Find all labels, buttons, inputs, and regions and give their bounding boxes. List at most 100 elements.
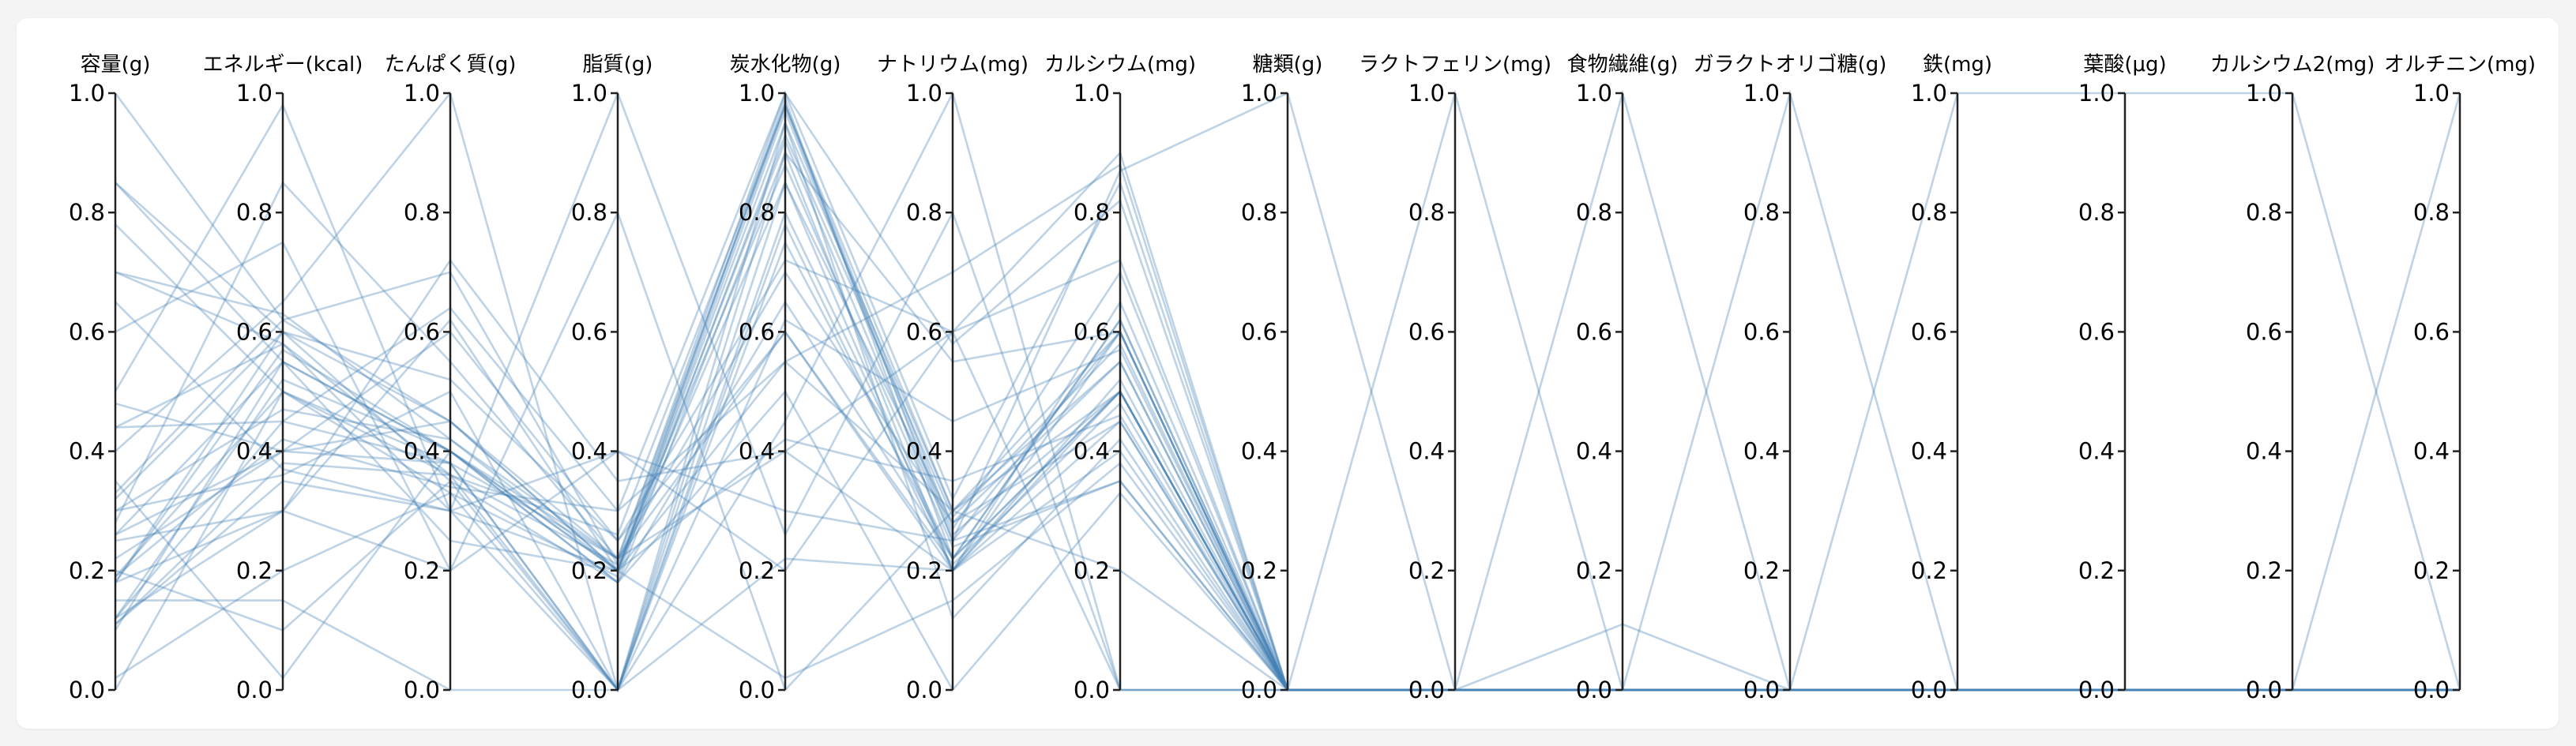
- tick-label: 0.4: [1074, 438, 1110, 465]
- axis-1[interactable]: エネルギー(kcal) 0.0 0.2 0.4 0.6 0.8 1.0: [203, 53, 363, 703]
- axis-title: ガラクトオリゴ糖(g): [1694, 53, 1887, 77]
- tick-label: 0.8: [2078, 199, 2115, 226]
- tick-label: 0.8: [739, 199, 775, 226]
- axis-5[interactable]: ナトリウム(mg) 0.0 0.2 0.4 0.6 0.8 1.0: [877, 53, 1029, 703]
- axis-11[interactable]: 鉄(mg) 0.0 0.2 0.4 0.6 0.8 1.0: [1911, 53, 1992, 703]
- axis-3[interactable]: 脂質(g) 0.0 0.2 0.4 0.6 0.8 1.0: [571, 53, 653, 703]
- tick-label: 0.8: [906, 199, 942, 226]
- tick-label: 0.6: [1408, 318, 1445, 345]
- axis-title: エネルギー(kcal): [203, 53, 363, 77]
- tick-label: 0.4: [1911, 438, 1947, 465]
- tick-label: 0.6: [1911, 318, 1947, 345]
- tick-label: 0.4: [1743, 438, 1780, 465]
- tick-label: 0.0: [906, 677, 942, 703]
- axis-title: オルチニン(mg): [2384, 53, 2536, 77]
- tick-label: 0.6: [69, 318, 105, 345]
- axis-title: たんぱく質(g): [385, 53, 517, 77]
- tick-label: 0.0: [739, 677, 775, 703]
- tick-label: 1.0: [739, 80, 775, 107]
- tick-label: 0.0: [1911, 677, 1947, 703]
- tick-label: 0.2: [571, 557, 607, 584]
- axis-0[interactable]: 容量(g) 0.0 0.2 0.4 0.6 0.8 1.0: [69, 53, 151, 703]
- axis-2[interactable]: たんぱく質(g) 0.0 0.2 0.4 0.6 0.8 1.0: [385, 53, 517, 703]
- tick-label: 0.6: [739, 318, 775, 345]
- tick-label: 0.8: [1241, 199, 1277, 226]
- tick-label: 0.4: [1576, 438, 1612, 465]
- tick-label: 0.6: [1241, 318, 1277, 345]
- tick-label: 0.4: [571, 438, 607, 465]
- tick-label: 0.0: [236, 677, 273, 703]
- tick-label: 0.4: [1241, 438, 1277, 465]
- tick-label: 0.6: [1576, 318, 1612, 345]
- tick-label: 1.0: [1911, 80, 1947, 107]
- axis-14[interactable]: オルチニン(mg) 0.0 0.2 0.4 0.6 0.8 1.0: [2384, 53, 2536, 703]
- tick-label: 1.0: [2078, 80, 2115, 107]
- tick-label: 0.2: [2413, 557, 2450, 584]
- tick-label: 0.8: [1743, 199, 1780, 226]
- axis-title: 脂質(g): [583, 53, 653, 77]
- tick-label: 1.0: [404, 80, 440, 107]
- tick-label: 0.6: [2413, 318, 2450, 345]
- tick-label: 0.8: [2413, 199, 2450, 226]
- tick-label: 0.2: [739, 557, 775, 584]
- axis-6[interactable]: カルシウム(mg) 0.0 0.2 0.4 0.6 0.8 1.0: [1044, 53, 1196, 703]
- axis-title: 炭水化物(g): [730, 53, 841, 77]
- axis-title: 葉酸(μg): [2083, 53, 2166, 77]
- tick-label: 0.0: [2413, 677, 2450, 703]
- axis-8[interactable]: ラクトフェリン(mg) 0.0 0.2 0.4 0.6 0.8 1.0: [1359, 53, 1551, 703]
- tick-label: 0.4: [2078, 438, 2115, 465]
- tick-label: 0.0: [1743, 677, 1780, 703]
- axis-title: 食物繊維(g): [1567, 53, 1679, 77]
- tick-label: 0.2: [1743, 557, 1780, 584]
- tick-label: 0.8: [1911, 199, 1947, 226]
- tick-label: 0.0: [1241, 677, 1277, 703]
- axis-12[interactable]: 葉酸(μg) 0.0 0.2 0.4 0.6 0.8 1.0: [2078, 53, 2167, 703]
- tick-label: 1.0: [1408, 80, 1445, 107]
- tick-label: 0.8: [236, 199, 273, 226]
- tick-label: 0.2: [906, 557, 942, 584]
- tick-label: 0.8: [404, 199, 440, 226]
- tick-label: 0.8: [1074, 199, 1110, 226]
- tick-label: 0.8: [69, 199, 105, 226]
- tick-label: 0.0: [571, 677, 607, 703]
- tick-label: 0.6: [1743, 318, 1780, 345]
- tick-label: 0.8: [1576, 199, 1612, 226]
- tick-label: 0.0: [2246, 677, 2282, 703]
- axis-title: 鉄(mg): [1923, 53, 1992, 77]
- tick-label: 0.2: [404, 557, 440, 584]
- tick-label: 0.6: [1074, 318, 1110, 345]
- tick-label: 0.2: [1408, 557, 1445, 584]
- tick-label: 0.4: [1408, 438, 1445, 465]
- tick-label: 0.4: [404, 438, 440, 465]
- tick-label: 0.4: [69, 438, 105, 465]
- tick-label: 0.0: [1408, 677, 1445, 703]
- tick-label: 0.0: [2078, 677, 2115, 703]
- axis-13[interactable]: カルシウム2(mg) 0.0 0.2 0.4 0.6 0.8 1.0: [2210, 53, 2375, 703]
- tick-label: 1.0: [1074, 80, 1110, 107]
- tick-label: 1.0: [2246, 80, 2282, 107]
- tick-label: 1.0: [236, 80, 273, 107]
- axis-9[interactable]: 食物繊維(g) 0.0 0.2 0.4 0.6 0.8 1.0: [1567, 53, 1679, 703]
- tick-label: 0.6: [571, 318, 607, 345]
- axis-10[interactable]: ガラクトオリゴ糖(g) 0.0 0.2 0.4 0.6 0.8 1.0: [1694, 53, 1887, 703]
- tick-label: 0.8: [571, 199, 607, 226]
- axis-7[interactable]: 糖類(g) 0.0 0.2 0.4 0.6 0.8 1.0: [1241, 53, 1323, 703]
- axis-title: ラクトフェリン(mg): [1359, 53, 1551, 77]
- tick-label: 0.2: [2246, 557, 2282, 584]
- tick-label: 0.4: [2246, 438, 2282, 465]
- tick-label: 0.0: [1074, 677, 1110, 703]
- tick-label: 1.0: [1241, 80, 1277, 107]
- tick-label: 0.6: [2078, 318, 2115, 345]
- tick-label: 0.8: [2246, 199, 2282, 226]
- tick-label: 0.2: [1074, 557, 1110, 584]
- axis-title: ナトリウム(mg): [877, 53, 1029, 77]
- tick-label: 0.0: [69, 677, 105, 703]
- tick-label: 0.2: [1911, 557, 1947, 584]
- tick-label: 0.2: [2078, 557, 2115, 584]
- axis-4[interactable]: 炭水化物(g) 0.0 0.2 0.4 0.6 0.8 1.0: [730, 53, 841, 703]
- axis-title: カルシウム2(mg): [2210, 53, 2375, 77]
- tick-label: 1.0: [1576, 80, 1612, 107]
- tick-label: 0.0: [1576, 677, 1612, 703]
- tick-label: 0.6: [2246, 318, 2282, 345]
